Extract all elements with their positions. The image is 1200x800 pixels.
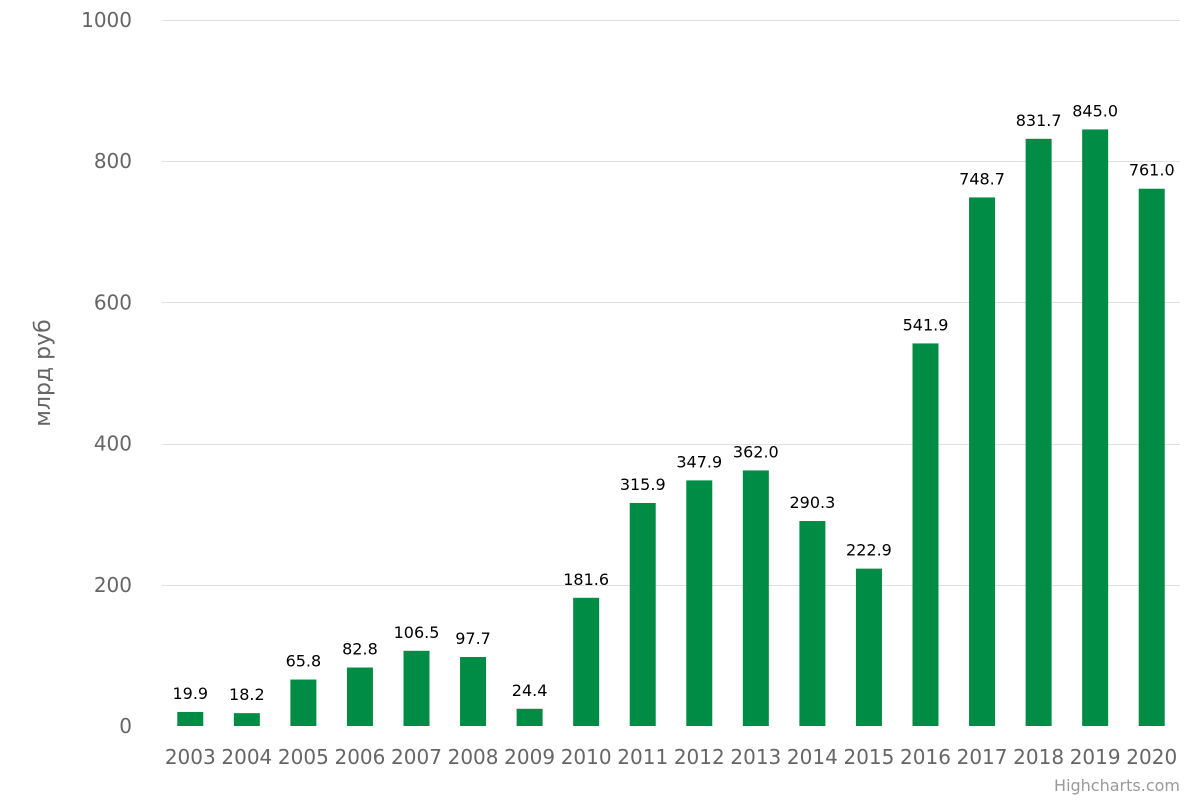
bar-2004[interactable] xyxy=(233,713,260,726)
data-label: 222.9 xyxy=(846,541,892,560)
x-tick-label: 2019 xyxy=(1070,745,1121,769)
x-tick-label: 2014 xyxy=(787,745,838,769)
bar-2018[interactable] xyxy=(1025,138,1052,726)
data-label: 290.3 xyxy=(789,493,835,512)
y-tick-label: 200 xyxy=(94,573,132,597)
x-tick-label: 2020 xyxy=(1126,745,1177,769)
y-tick-label: 1000 xyxy=(81,8,132,32)
x-tick-label: 2003 xyxy=(165,745,216,769)
bar-2011[interactable] xyxy=(629,502,656,726)
bar-2015[interactable] xyxy=(855,568,882,726)
bar-2019[interactable] xyxy=(1082,129,1109,726)
x-tick-label: 2007 xyxy=(391,745,442,769)
bar-2007[interactable] xyxy=(403,650,430,726)
data-label: 362.0 xyxy=(733,442,779,461)
x-tick-label: 2006 xyxy=(334,745,385,769)
data-label: 845.0 xyxy=(1072,101,1118,120)
data-label: 748.7 xyxy=(959,169,1005,188)
x-tick-label: 2012 xyxy=(674,745,725,769)
data-label: 761.0 xyxy=(1129,161,1175,180)
y-axis-tick-labels: 0 200 400 600 800 1000 xyxy=(81,8,132,738)
data-labels: 19.9 18.2 65.8 82.8 106.5 97.7 24.4 181.6 315.9 3… xyxy=(172,101,1174,704)
bar-2013[interactable] xyxy=(742,470,769,726)
y-tick-label: 0 xyxy=(119,714,132,738)
y-tick-label: 600 xyxy=(94,290,132,314)
data-label: 541.9 xyxy=(903,315,949,334)
data-label: 18.2 xyxy=(229,685,265,704)
x-tick-label: 2010 xyxy=(561,745,612,769)
x-tick-label: 2018 xyxy=(1013,745,1064,769)
data-label: 315.9 xyxy=(620,475,666,494)
data-label: 181.6 xyxy=(563,570,609,589)
data-label: 65.8 xyxy=(286,652,322,671)
x-tick-label: 2011 xyxy=(617,745,668,769)
bar-2006[interactable] xyxy=(346,667,373,726)
bar-2014[interactable] xyxy=(799,521,826,726)
bar-2003[interactable] xyxy=(177,711,204,726)
y-tick-label: 400 xyxy=(94,432,132,456)
bar-2009[interactable] xyxy=(516,708,543,726)
data-label: 82.8 xyxy=(342,640,378,659)
bar-2008[interactable] xyxy=(460,657,487,726)
bar-2012[interactable] xyxy=(686,480,713,726)
x-tick-label: 2008 xyxy=(448,745,499,769)
data-label: 19.9 xyxy=(172,684,208,703)
bar-2016[interactable] xyxy=(912,343,939,726)
x-tick-label: 2005 xyxy=(278,745,329,769)
x-axis-tick-labels: 2003 2004 2005 2006 2007 2008 2009 2010 2011 2012… xyxy=(165,745,1177,769)
data-label: 106.5 xyxy=(394,623,440,642)
y-axis-title: млрд руб xyxy=(31,319,56,426)
x-tick-label: 2009 xyxy=(504,745,555,769)
x-tick-label: 2004 xyxy=(221,745,272,769)
bars xyxy=(177,129,1165,727)
bar-2020[interactable] xyxy=(1138,188,1165,726)
bar-2010[interactable] xyxy=(573,597,600,726)
grid-lines xyxy=(162,20,1180,586)
x-tick-label: 2013 xyxy=(730,745,781,769)
data-label: 347.9 xyxy=(676,452,722,471)
bar-2005[interactable] xyxy=(290,679,317,726)
data-label: 24.4 xyxy=(512,681,548,700)
data-label: 831.7 xyxy=(1016,111,1062,130)
x-tick-label: 2017 xyxy=(957,745,1008,769)
x-tick-label: 2015 xyxy=(843,745,894,769)
credits-link[interactable]: Highcharts.com xyxy=(1054,776,1180,795)
x-tick-label: 2016 xyxy=(900,745,951,769)
bar-2017[interactable] xyxy=(969,197,996,727)
y-tick-label: 800 xyxy=(94,149,132,173)
data-label: 97.7 xyxy=(455,629,491,648)
